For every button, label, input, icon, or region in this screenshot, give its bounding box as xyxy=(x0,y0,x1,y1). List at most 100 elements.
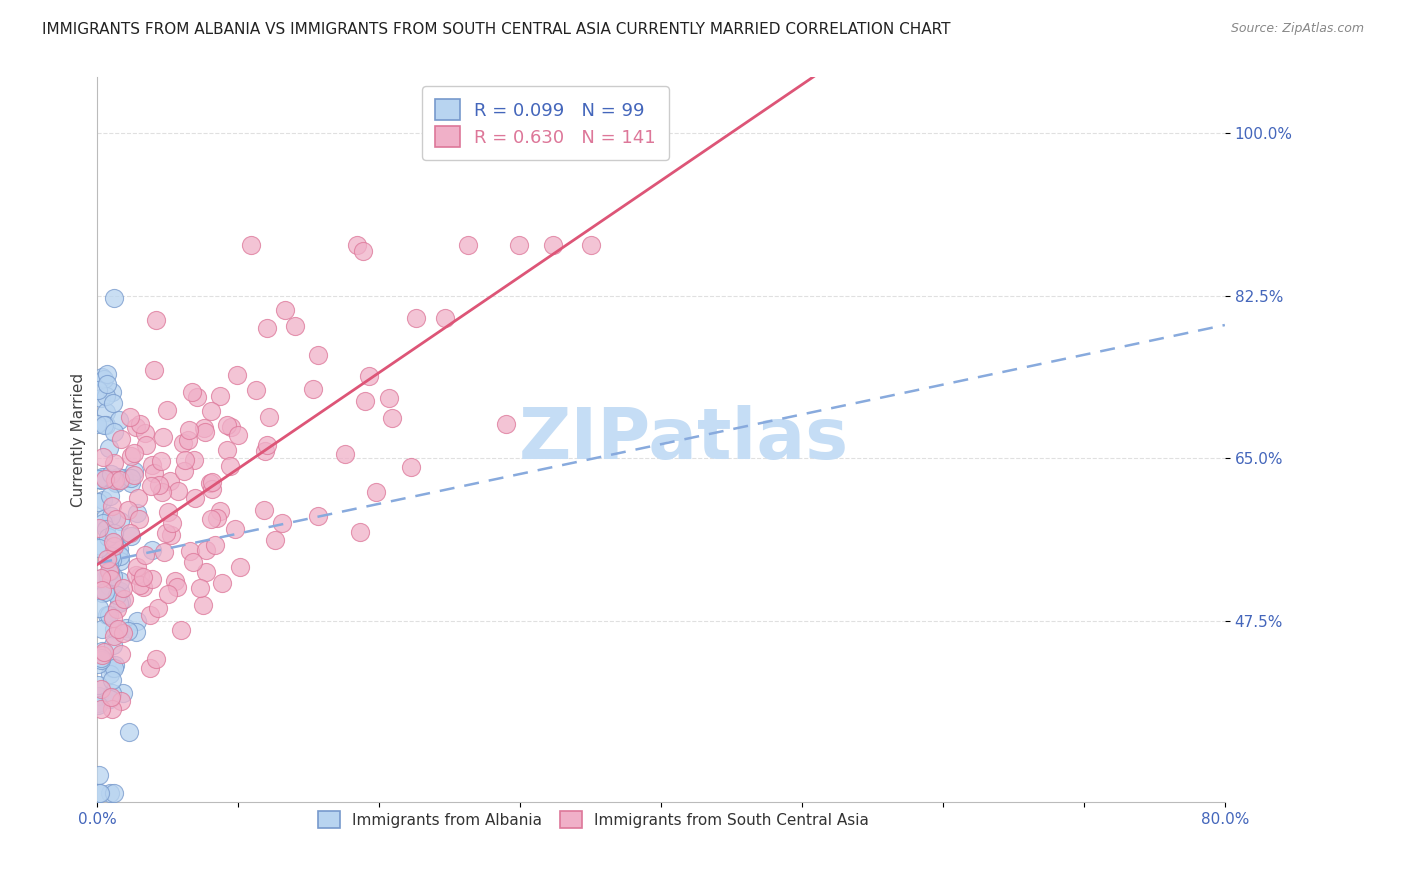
Point xyxy=(128,512,150,526)
Point xyxy=(146,601,169,615)
Point xyxy=(93,644,115,658)
Point xyxy=(150,485,173,500)
Point xyxy=(112,686,135,700)
Point xyxy=(541,237,564,252)
Point xyxy=(101,396,124,410)
Point xyxy=(141,458,163,472)
Point xyxy=(134,425,156,440)
Point xyxy=(90,586,112,600)
Point xyxy=(104,475,127,489)
Point xyxy=(103,661,125,675)
Point xyxy=(87,657,110,671)
Point xyxy=(211,575,233,590)
Point xyxy=(107,602,129,616)
Point xyxy=(118,410,141,425)
Point xyxy=(434,310,457,325)
Point xyxy=(252,503,274,517)
Point xyxy=(87,678,110,692)
Point xyxy=(108,514,131,528)
Point xyxy=(108,542,131,557)
Point xyxy=(87,698,110,712)
Point xyxy=(353,394,375,409)
Point xyxy=(93,472,115,486)
Point xyxy=(152,430,174,444)
Point xyxy=(96,417,118,432)
Point xyxy=(208,389,231,403)
Point xyxy=(183,453,205,467)
Text: Source: ZipAtlas.com: Source: ZipAtlas.com xyxy=(1230,22,1364,36)
Point xyxy=(160,516,183,530)
Y-axis label: Currently Married: Currently Married xyxy=(72,373,86,507)
Point xyxy=(129,577,152,591)
Point xyxy=(217,417,239,432)
Point xyxy=(112,591,135,606)
Point xyxy=(100,673,122,687)
Point xyxy=(100,553,122,567)
Point xyxy=(108,549,131,563)
Point xyxy=(105,512,128,526)
Point xyxy=(117,624,139,639)
Point xyxy=(159,474,181,488)
Point xyxy=(97,608,120,623)
Point xyxy=(97,565,120,579)
Point xyxy=(127,506,149,520)
Point xyxy=(122,468,145,483)
Point xyxy=(186,390,208,404)
Point xyxy=(129,569,152,583)
Point xyxy=(120,529,142,543)
Point xyxy=(107,469,129,483)
Point xyxy=(257,409,280,424)
Point xyxy=(114,621,136,635)
Point xyxy=(110,694,132,708)
Point xyxy=(125,624,148,639)
Point xyxy=(156,505,179,519)
Point xyxy=(94,405,117,419)
Point xyxy=(166,580,188,594)
Point xyxy=(91,644,114,658)
Point xyxy=(94,522,117,536)
Point xyxy=(198,476,221,491)
Text: ZIPatlas: ZIPatlas xyxy=(519,405,849,475)
Point xyxy=(177,423,200,437)
Point xyxy=(110,647,132,661)
Point xyxy=(120,476,142,491)
Point xyxy=(307,509,329,524)
Point xyxy=(107,622,129,636)
Point xyxy=(90,653,112,667)
Point xyxy=(93,418,115,433)
Point xyxy=(103,786,125,800)
Point xyxy=(103,526,125,541)
Point xyxy=(193,421,215,435)
Point xyxy=(139,608,162,623)
Point xyxy=(103,536,125,550)
Point xyxy=(508,237,530,252)
Point xyxy=(104,658,127,673)
Point xyxy=(107,545,129,559)
Point xyxy=(96,608,118,623)
Point xyxy=(239,237,262,252)
Point xyxy=(346,237,368,252)
Point xyxy=(93,372,115,386)
Point xyxy=(100,467,122,481)
Point xyxy=(101,384,124,399)
Point xyxy=(273,302,295,317)
Point xyxy=(91,469,114,483)
Point xyxy=(97,442,120,456)
Point xyxy=(103,425,125,439)
Point xyxy=(172,435,194,450)
Point xyxy=(101,611,124,625)
Point xyxy=(120,449,142,463)
Point xyxy=(91,623,114,637)
Point xyxy=(90,651,112,665)
Point xyxy=(165,574,187,588)
Point xyxy=(127,491,149,505)
Point xyxy=(152,545,174,559)
Point xyxy=(194,542,217,557)
Point xyxy=(335,446,357,460)
Point xyxy=(86,417,108,432)
Point xyxy=(91,450,114,465)
Point xyxy=(156,587,179,601)
Point xyxy=(145,313,167,327)
Point xyxy=(307,348,329,362)
Point xyxy=(135,438,157,452)
